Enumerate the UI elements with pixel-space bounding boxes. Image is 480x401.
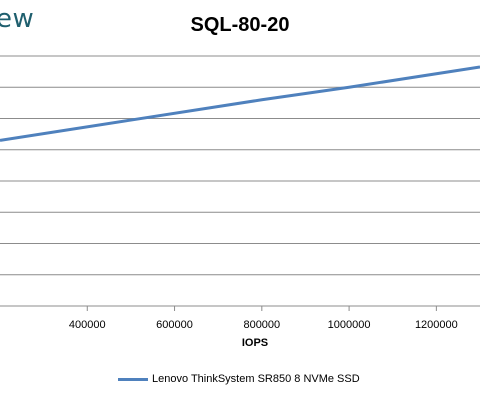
gridlines [0,55,480,276]
legend: Lenovo ThinkSystem SR850 8 NVMe SSD [118,373,360,385]
brand-logo-fragment: ew [0,4,35,34]
x-tick-label: 600000 [156,319,193,331]
series-layer [0,65,480,142]
x-tick-label: 1000000 [328,319,371,331]
x-tick-label: 800000 [243,319,280,331]
series-line [0,65,480,142]
x-axis-label: IOPS [241,337,269,349]
legend-label: Lenovo ThinkSystem SR850 8 NVMe SSD [152,373,360,385]
chart-title: SQL-80-20 [190,14,290,36]
x-tick-label: 1200000 [415,319,458,331]
legend-swatch [118,377,148,381]
x-tick-label: 400000 [69,319,106,331]
x-axis: 400000 600000 800000 1000000 1200000 [0,305,480,331]
